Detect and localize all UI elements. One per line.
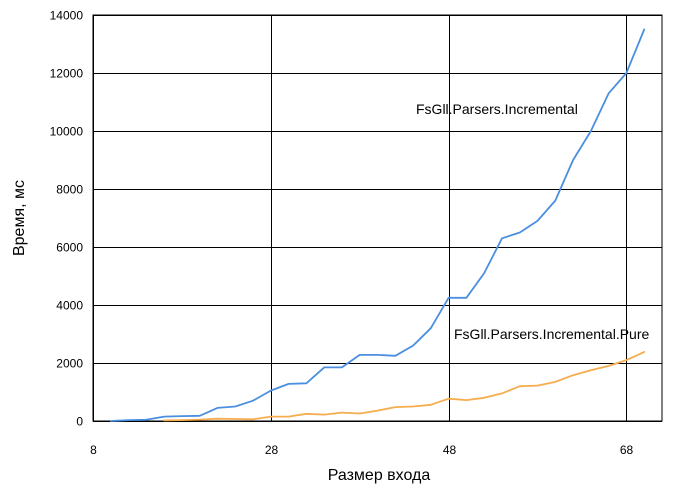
x-tick-label: 68 bbox=[620, 443, 634, 457]
y-axis-label: Время, мс bbox=[11, 180, 28, 256]
series-line-incremental-pure bbox=[163, 351, 646, 422]
tick-labels: 0 2000 4000 6000 8000 10000 12000 14000 8 28 48 68 bbox=[50, 9, 634, 458]
y-tick-label: 8000 bbox=[56, 183, 83, 197]
series-lines bbox=[109, 28, 646, 422]
plot-frame bbox=[92, 14, 663, 422]
x-tick-label: 28 bbox=[265, 443, 279, 457]
y-tick-label: 4000 bbox=[56, 299, 83, 313]
x-tick-label: 8 bbox=[90, 443, 97, 457]
y-tick-label: 10000 bbox=[50, 125, 84, 139]
series-line-incremental bbox=[109, 28, 646, 422]
grid-lines bbox=[92, 14, 663, 422]
series-label-incremental: FsGll.Parsers.Incremental bbox=[416, 101, 578, 117]
y-tick-label: 12000 bbox=[50, 67, 84, 81]
series-label-incremental-pure: FsGll.Parsers.Incremental.Pure bbox=[454, 326, 649, 342]
x-axis-label: Размер входа bbox=[328, 467, 431, 484]
y-tick-label: 6000 bbox=[56, 241, 83, 255]
x-tick-label: 48 bbox=[443, 443, 457, 457]
y-tick-label: 2000 bbox=[56, 357, 83, 371]
y-tick-label: 0 bbox=[76, 415, 83, 429]
y-tick-label: 14000 bbox=[50, 9, 84, 23]
